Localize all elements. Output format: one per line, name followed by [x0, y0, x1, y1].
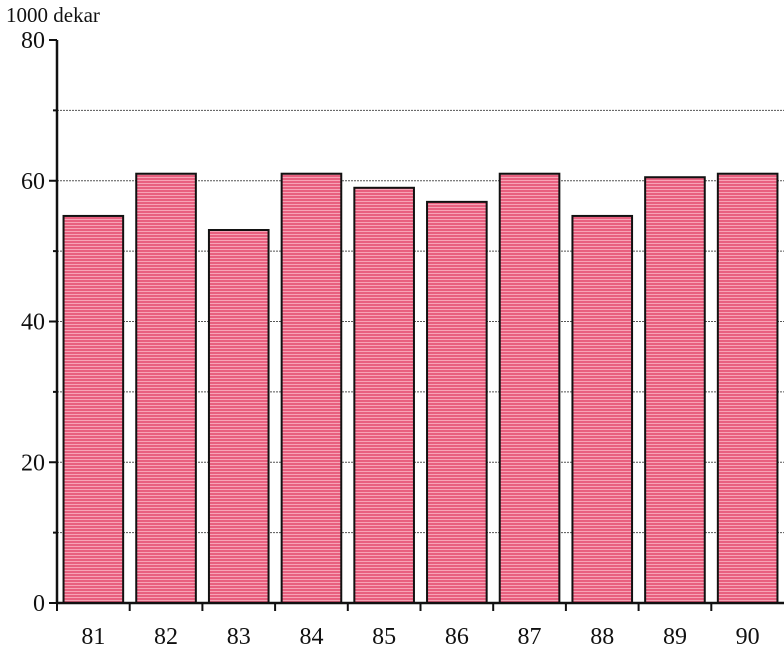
x-tick-label: 90	[736, 624, 760, 650]
bar-82	[135, 172, 197, 604]
y-tick-label: 40	[21, 310, 45, 336]
x-tick-label: 82	[154, 624, 178, 650]
bar-89	[644, 176, 706, 604]
bar-85	[353, 186, 415, 604]
y-tick-label: 60	[21, 169, 45, 195]
y-tick-label: 0	[33, 591, 45, 617]
x-tick-label: 88	[590, 624, 614, 650]
x-tick-label: 89	[663, 624, 687, 650]
bar-83	[207, 229, 270, 604]
x-tick-label: 87	[518, 624, 542, 650]
x-tick-label: 85	[372, 624, 396, 650]
ticks: 0 20 40 60 80 81 82 83 84 85 86 87 88 89 90	[21, 28, 760, 650]
bar-87	[498, 172, 561, 604]
y-axis-unit-label: 1000 dekar	[6, 3, 100, 27]
x-tick-label: 83	[227, 624, 251, 650]
bar-86	[426, 200, 488, 605]
x-tick-label: 81	[81, 624, 105, 650]
bar-81	[62, 214, 125, 604]
x-tick-label: 84	[299, 624, 323, 650]
bar-84	[280, 172, 343, 604]
y-tick-label: 20	[21, 450, 45, 476]
y-tick-label: 80	[21, 28, 45, 54]
x-tick-label: 86	[445, 624, 469, 650]
bars	[62, 172, 779, 605]
bar-88	[571, 214, 634, 604]
bar-90	[716, 172, 779, 604]
